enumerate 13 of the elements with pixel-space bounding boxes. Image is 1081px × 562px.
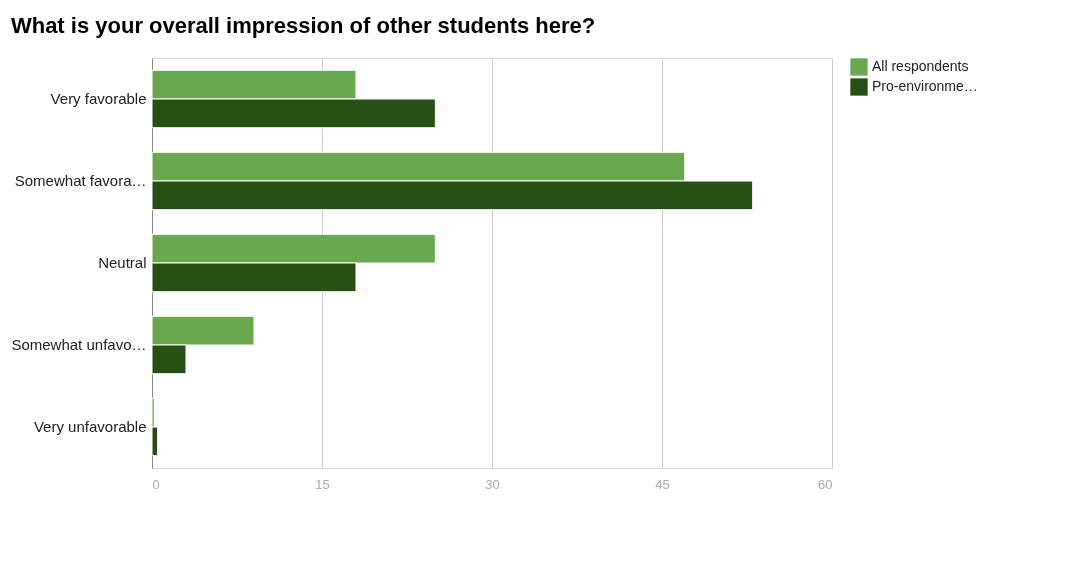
y-tick-label: Very unfavorable [33, 418, 147, 435]
y-tick-label: Somewhat unfavo… [11, 336, 147, 353]
y-tick-label: Somewhat favora… [14, 172, 147, 189]
legend-label: All respondents [872, 58, 969, 74]
chart-title: What is your overall impression of other students here? [10, 13, 596, 38]
y-tick-label: Neutral [98, 254, 147, 271]
y-tick-label: Very favorable [50, 90, 147, 107]
x-tick-label: 30 [485, 476, 500, 492]
x-tick-label: 45 [655, 476, 670, 492]
legend-label: Pro-environme… [872, 78, 978, 94]
x-tick-label: 60 [818, 476, 833, 492]
x-tick-label: 15 [315, 476, 330, 492]
x-tick-label: 0 [152, 476, 160, 492]
